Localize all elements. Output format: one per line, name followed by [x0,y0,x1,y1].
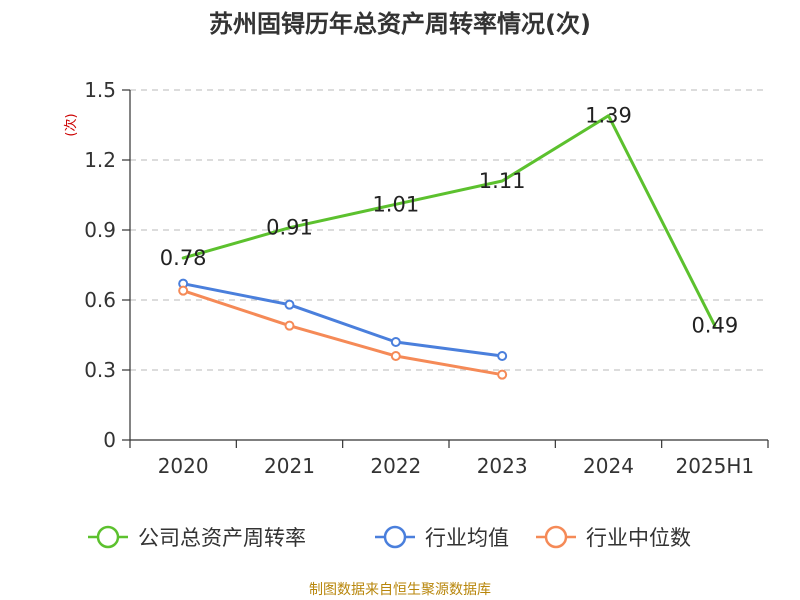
gridlines [130,89,768,371]
data-label: 0.91 [266,216,313,240]
data-label: 1.01 [372,192,419,216]
series-point-2 [390,351,401,361]
x-tick-label: 2022 [370,454,421,478]
legend-label-2: 行业中位数 [586,526,691,550]
legend-label-0: 公司总资产周转率 [138,526,306,550]
y-tick-label: 0.3 [84,358,116,382]
series-group [178,114,717,380]
source-note: 制图数据来自恒生聚源数据库 [309,582,491,598]
series-line-2 [181,289,504,377]
data-label: 1.39 [585,104,632,128]
legend-label-1: 行业均值 [425,526,509,550]
data-label: 0.49 [691,314,738,338]
series-point-2 [178,285,189,296]
legend-marker-1 [383,525,407,549]
legend: 公司总资产周转率 行业均值 行业中位数 [88,525,691,550]
y-tick-label: 0.6 [84,288,116,312]
y-tick-label: 1.5 [84,78,116,102]
x-tick-label: 2020 [158,454,209,478]
legend-marker-0 [96,525,120,549]
data-label: 1.11 [479,169,526,193]
legend-marker-2 [544,525,568,549]
y-tick-label: 1.2 [84,148,116,172]
chart-title: 苏州固锝历年总资产周转率情况(次) [209,10,591,38]
y-tick-label: 0 [103,428,116,452]
x-tick-label: 2023 [477,454,528,478]
x-tick-label: 2025H1 [675,454,754,478]
series-point-2 [284,320,295,331]
y-tick-label: 0.9 [84,218,116,242]
axes: 0 0.3 0.6 0.9 1.2 1.5 2020 2021 2022 2023 2024 2025… [84,78,769,478]
series-line-1 [181,282,504,358]
series-point-2 [497,369,508,380]
x-tick-label: 2021 [264,454,315,478]
series-line-0 [181,114,717,328]
series-point-1 [390,337,401,347]
data-labels: 0.78 0.91 1.01 1.11 1.39 0.49 [160,104,738,338]
series-point-1 [284,299,295,310]
y-axis-label: (次) [63,113,79,136]
x-tick-label: 2024 [583,454,634,478]
data-label: 0.78 [160,246,207,270]
series-point-1 [497,351,508,361]
